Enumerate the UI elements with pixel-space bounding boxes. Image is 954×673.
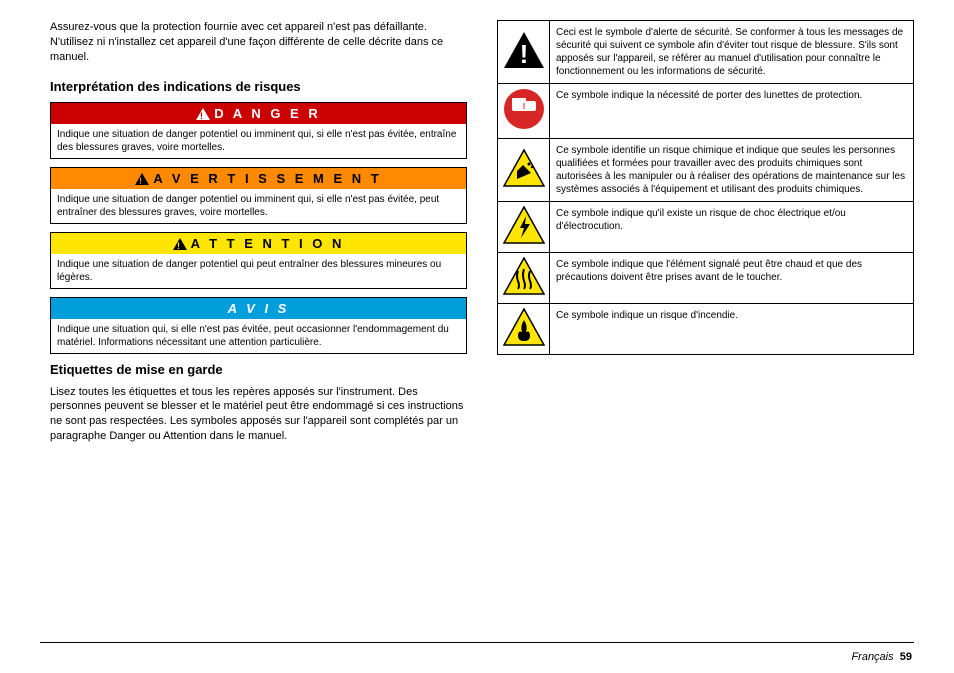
table-row: ! Ceci est le symbole d'alerte de sécuri…	[498, 21, 914, 84]
right-column: ! Ceci est le symbole d'alerte de sécuri…	[497, 20, 914, 458]
hazard-caution-header: ! A T T E N T I O N	[51, 233, 466, 254]
symbol-shock-icon	[498, 202, 550, 253]
symbol-alert-icon: !	[498, 21, 550, 84]
symbol-text: Ce symbole indique la nécessité de porte…	[550, 84, 914, 139]
svg-text:!: !	[200, 111, 206, 120]
section-2-title: Etiquettes de mise en garde	[50, 362, 467, 377]
table-row: Ce symbole indique un risque d'incendie.	[498, 304, 914, 355]
alert-icon: !	[173, 238, 187, 250]
hazard-notice: A V I S Indique une situation qui, si el…	[50, 297, 467, 354]
footer-page: 59	[900, 651, 912, 663]
hazard-danger-label: D A N G E R	[214, 106, 320, 121]
symbol-fire-icon	[498, 304, 550, 355]
left-column: Assurez-vous que la protection fournie a…	[50, 20, 467, 458]
hazard-danger-header: ! D A N G E R	[51, 103, 466, 124]
table-row: Ce symbole indique la nécessité de porte…	[498, 84, 914, 139]
section-1-title: Interprétation des indications de risque…	[50, 79, 467, 94]
svg-text:!: !	[519, 39, 528, 69]
hazard-notice-header: A V I S	[51, 298, 466, 319]
hazard-notice-label: A V I S	[228, 301, 290, 316]
alert-icon: !	[135, 173, 149, 185]
hazard-warning-text: Indique une situation de danger potentie…	[51, 189, 466, 223]
hazard-warning: ! A V E R T I S S E M E N T Indique une s…	[50, 167, 467, 224]
hazard-notice-text: Indique une situation qui, si elle n'est…	[51, 319, 466, 353]
svg-text:!: !	[177, 241, 183, 250]
symbol-text: Ce symbole indique un risque d'incendie.	[550, 304, 914, 355]
hazard-caution: ! A T T E N T I O N Indique une situation…	[50, 232, 467, 289]
symbol-text: Ce symbole identifie un risque chimique …	[550, 139, 914, 202]
symbol-goggles-icon	[498, 84, 550, 139]
hazard-danger: ! D A N G E R Indique une situation de da…	[50, 102, 467, 159]
alert-icon: !	[196, 108, 210, 120]
footer: Français 59	[851, 651, 912, 663]
hazard-caution-text: Indique une situation de danger potentie…	[51, 254, 466, 288]
symbol-text: Ce symbole indique que l'élément signalé…	[550, 253, 914, 304]
symbol-text: Ce symbole indique qu'il existe un risqu…	[550, 202, 914, 253]
hazard-danger-text: Indique une situation de danger potentie…	[51, 124, 466, 158]
footer-rule	[40, 642, 914, 643]
hazard-caution-label: A T T E N T I O N	[191, 236, 345, 251]
intro-text: Assurez-vous que la protection fournie a…	[50, 20, 467, 65]
symbol-table: ! Ceci est le symbole d'alerte de sécuri…	[497, 20, 914, 355]
svg-text:!: !	[139, 176, 145, 185]
symbol-hot-icon	[498, 253, 550, 304]
footer-language: Français	[851, 651, 893, 663]
table-row: Ce symbole identifie un risque chimique …	[498, 139, 914, 202]
hazard-warning-header: ! A V E R T I S S E M E N T	[51, 168, 466, 189]
symbol-text: Ceci est le symbole d'alerte de sécurité…	[550, 21, 914, 84]
section-2-body: Lisez toutes les étiquettes et tous les …	[50, 385, 467, 444]
symbol-chemical-icon	[498, 139, 550, 202]
page-content: Assurez-vous que la protection fournie a…	[0, 0, 954, 458]
table-row: Ce symbole indique qu'il existe un risqu…	[498, 202, 914, 253]
hazard-warning-label: A V E R T I S S E M E N T	[153, 171, 381, 186]
table-row: Ce symbole indique que l'élément signalé…	[498, 253, 914, 304]
